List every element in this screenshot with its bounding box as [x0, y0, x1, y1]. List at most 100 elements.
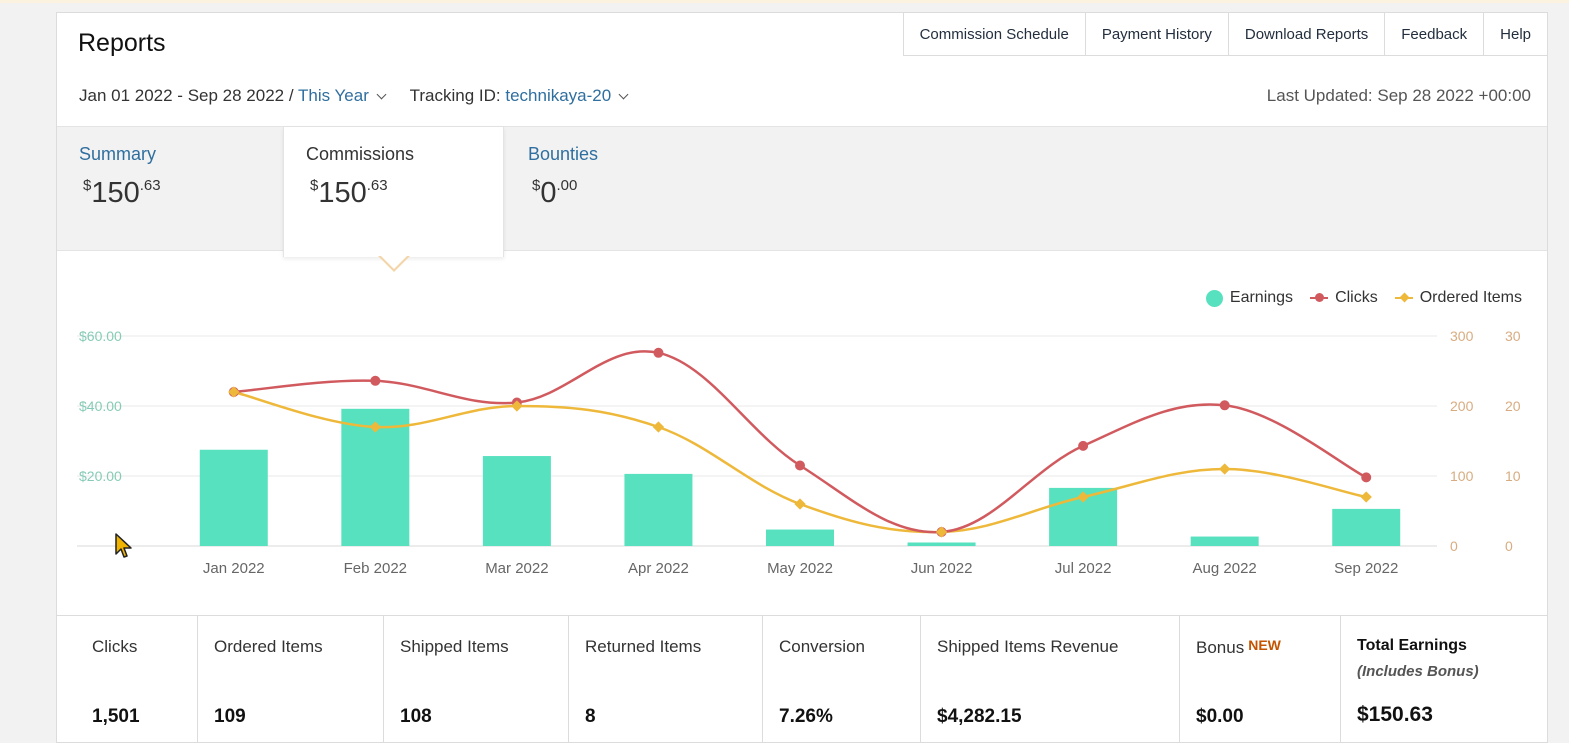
ordered-items-point — [652, 421, 665, 433]
amount-cents: .00 — [556, 177, 578, 194]
currency-symbol: $ — [310, 177, 319, 194]
stat-ordered-items: Ordered Items 109 — [197, 616, 383, 743]
clicks-point — [370, 375, 381, 386]
nav-download-reports[interactable]: Download Reports — [1227, 13, 1384, 55]
date-range: Jan 01 2022 - Sep 28 2022 / — [79, 86, 294, 105]
tab-bounties[interactable]: Bounties $0.00 — [506, 127, 706, 252]
clicks-point — [1078, 440, 1089, 451]
y-right-outer-tick-label: 100 — [1450, 468, 1474, 484]
stat-value: 8 — [585, 706, 596, 727]
y-right-inner-tick-label: 10 — [1505, 468, 1521, 484]
stat-total-earnings: Total Earnings (Includes Bonus) $150.63 — [1340, 616, 1547, 743]
tab-summary-label: Summary — [79, 144, 157, 164]
earnings-bar — [1190, 536, 1259, 546]
y-right-outer-tick-label: 300 — [1450, 328, 1474, 344]
stat-conversion: Conversion 7.26% — [762, 616, 920, 743]
tab-bounties-label: Bounties — [528, 144, 599, 164]
x-tick-label: Mar 2022 — [485, 560, 548, 577]
earnings-bar — [482, 456, 551, 546]
stat-shipped-revenue: Shipped Items Revenue $4,282.15 — [920, 616, 1179, 743]
last-updated: Last Updated: Sep 28 2022 +00:00 — [1266, 86, 1531, 105]
y-left-tick-label: $40.00 — [79, 398, 122, 414]
stat-value: 1,501 — [92, 706, 140, 727]
summary-amount: $150.63 — [83, 177, 283, 210]
new-badge: NEW — [1248, 637, 1281, 653]
y-right-outer-tick-label: 200 — [1450, 398, 1474, 414]
legend-clicks[interactable]: Clicks — [1310, 289, 1378, 307]
stat-value: 108 — [400, 706, 432, 727]
clicks-point — [653, 347, 664, 358]
nav-help[interactable]: Help — [1483, 13, 1547, 55]
y-right-inner-tick-label: 0 — [1505, 538, 1513, 554]
stat-value: 109 — [214, 706, 246, 727]
amount-cents: .63 — [366, 177, 388, 194]
active-tab-pointer — [378, 255, 410, 272]
y-right-inner-tick-label: 30 — [1505, 328, 1521, 344]
ordered-items-point — [1077, 491, 1089, 503]
legend-ordered[interactable]: Ordered Items — [1394, 289, 1522, 307]
nav-payment-history[interactable]: Payment History — [1084, 13, 1228, 55]
earnings-bar — [1332, 508, 1401, 546]
page-title: Reports — [78, 29, 166, 57]
period-dropdown[interactable]: This Year — [297, 86, 369, 105]
stat-value: $150.63 — [1357, 703, 1433, 726]
stat-clicks: Clicks 1,501 — [57, 616, 197, 743]
chart-legend: Earnings Clicks Ordered Items — [1189, 289, 1522, 307]
mouse-cursor-icon — [115, 533, 132, 558]
tracking-id-dropdown[interactable]: technikaya-20 — [505, 86, 612, 105]
x-tick-label: May 2022 — [767, 560, 833, 577]
top-nav: Commission Schedule Payment History Down… — [902, 13, 1547, 56]
legend-earnings[interactable]: Earnings — [1205, 289, 1294, 307]
earnings-bar — [199, 449, 268, 546]
legend-earnings-label: Earnings — [1229, 289, 1294, 306]
tab-commissions-label: Commissions — [306, 144, 415, 164]
clicks-point — [1219, 400, 1230, 411]
amount-whole: 150 — [318, 177, 367, 209]
commissions-amount: $150.63 — [310, 177, 503, 210]
x-tick-label: Jun 2022 — [911, 560, 973, 577]
legend-ordered-label: Ordered Items — [1419, 289, 1522, 306]
reports-panel: Reports Commission Schedule Payment Hist… — [56, 12, 1548, 743]
x-tick-label: Apr 2022 — [628, 560, 689, 577]
stat-shipped-items: Shipped Items 108 — [383, 616, 568, 743]
clicks-point — [1361, 472, 1372, 483]
stats-row: Clicks 1,501 Ordered Items 109 Shipped I… — [57, 615, 1547, 743]
bonus-label: Bonus — [1196, 638, 1245, 657]
top-accent-line — [0, 0, 1569, 3]
x-tick-label: Jul 2022 — [1055, 560, 1112, 577]
nav-feedback[interactable]: Feedback — [1384, 13, 1483, 55]
amount-whole: 0 — [540, 177, 557, 209]
ordered-items-point — [935, 526, 948, 538]
earnings-dot-icon — [1205, 289, 1223, 307]
ordered-items-point — [1360, 491, 1372, 503]
y-left-tick-label: $60.00 — [79, 328, 122, 344]
x-tick-label: Jan 2022 — [203, 560, 265, 577]
earnings-bar — [624, 473, 693, 546]
ordered-items-point — [794, 498, 806, 510]
x-tick-label: Feb 2022 — [344, 560, 407, 577]
stat-value: 7.26% — [779, 706, 833, 727]
tab-bar: Summary $150.63 Commissions $150.63 Boun… — [57, 126, 1547, 257]
stat-value: $0.00 — [1196, 706, 1244, 727]
ordered-items-point — [228, 386, 240, 398]
clicks-line-icon — [1310, 293, 1329, 302]
y-right-outer-tick-label: 0 — [1450, 538, 1458, 554]
legend-clicks-label: Clicks — [1335, 289, 1378, 306]
ordered-line-icon — [1394, 292, 1413, 303]
clicks-point — [795, 460, 805, 471]
x-tick-label: Aug 2022 — [1193, 560, 1257, 577]
bounties-amount: $0.00 — [532, 177, 706, 210]
tab-commissions[interactable]: Commissions $150.63 — [283, 127, 504, 257]
nav-commission-schedule[interactable]: Commission Schedule — [919, 26, 1069, 43]
stat-returned-items: Returned Items 8 — [568, 616, 762, 743]
stat-label: Bonus NEW — [1196, 637, 1281, 658]
stat-value: $4,282.15 — [937, 706, 1022, 727]
tab-summary[interactable]: Summary $150.63 — [57, 127, 283, 252]
currency-symbol: $ — [83, 177, 92, 194]
stat-label: Ordered Items — [214, 637, 323, 656]
stat-label: Total Earnings — [1357, 637, 1467, 654]
y-right-inner-tick-label: 20 — [1505, 398, 1521, 414]
stat-label: Clicks — [92, 637, 138, 656]
stat-label: Conversion — [779, 637, 865, 656]
